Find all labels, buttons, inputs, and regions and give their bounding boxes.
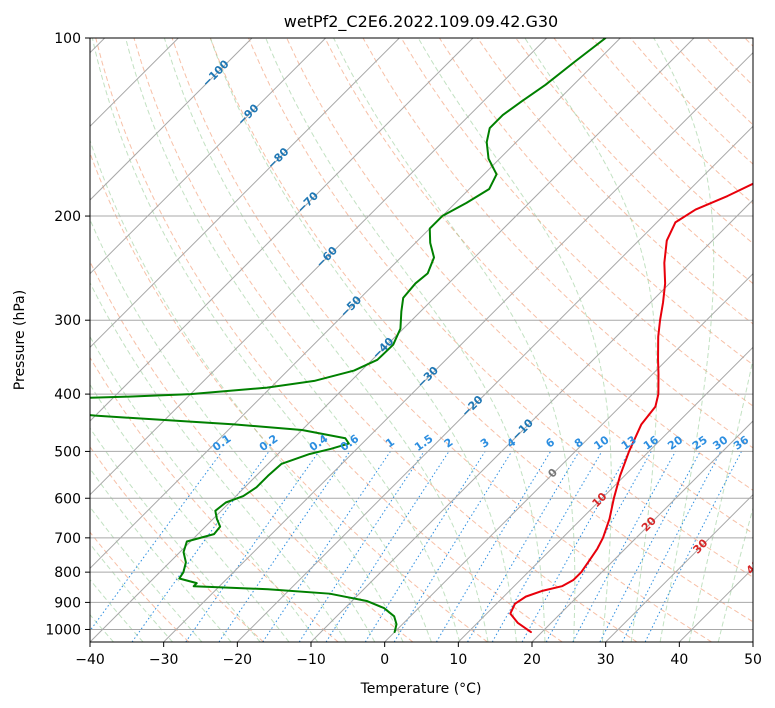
- isotherm-line: [90, 38, 400, 349]
- chart-title: wetPf2_C2E6.2022.109.09.42.G30: [284, 12, 558, 32]
- mixing-ratio-line: [644, 451, 742, 642]
- isotherm-line: [236, 125, 753, 642]
- isotherm-line: [457, 346, 753, 642]
- x-tick-label: 30: [597, 652, 615, 668]
- mixing-ratio-lines: [90, 451, 742, 642]
- y-tick-label: 600: [54, 491, 81, 507]
- dry-adiabat-line: [248, 38, 753, 578]
- isotherm-line: [90, 38, 253, 201]
- y-tick-label: 400: [54, 387, 81, 403]
- y-tick-label: 200: [54, 209, 81, 225]
- isotherm-line: [90, 38, 327, 275]
- x-tick-label: −20: [223, 652, 253, 668]
- plot-frame: [89, 37, 754, 643]
- mixing-ratio-line: [298, 451, 425, 642]
- mixing-ratio-line: [262, 451, 391, 642]
- dry-adiabat-line: [90, 356, 339, 642]
- moist-adiabat-line: [688, 357, 753, 642]
- mixing-ratio-line: [545, 451, 652, 642]
- y-tick-label: 800: [54, 565, 81, 581]
- moist-adiabat-label: 40: [744, 557, 764, 577]
- moist-adiabat-line: [653, 38, 715, 642]
- y-tick-label: 1000: [45, 622, 81, 638]
- moist-adiabat-line: [163, 38, 489, 642]
- isotherm-line: [163, 51, 753, 642]
- dry-adiabat-line: [400, 38, 753, 407]
- dry-adiabat-line: [90, 151, 488, 642]
- x-tick-label: 50: [744, 652, 762, 668]
- moist-adiabat-line: [90, 138, 404, 642]
- isotherm-line: [90, 38, 474, 422]
- y-tick-label: 700: [54, 531, 81, 547]
- dry-adiabat-line: [171, 38, 712, 642]
- temperature-profile-line: [509, 182, 753, 634]
- y-axis: 100 200 300 400 500 600 700 800 900 1000: [45, 31, 90, 638]
- dewpoint-profile-line: [90, 38, 607, 634]
- moist-adiabats: [90, 38, 753, 642]
- dry-adiabat-line: [515, 38, 753, 285]
- dry-adiabat-line: [438, 38, 753, 366]
- x-axis: −40 −30 −20 −10 0 10 20 30 40 50: [75, 642, 762, 668]
- y-tick-label: 100: [54, 31, 81, 47]
- y-tick-label: 900: [54, 595, 81, 611]
- moist-adiabat-line: [91, 38, 432, 642]
- x-tick-label: 20: [523, 652, 541, 668]
- moist-adiabat-line: [524, 38, 658, 642]
- isotherm-line: [90, 38, 621, 570]
- x-tick-label: −40: [75, 652, 105, 668]
- y-axis-label: Pressure (hPa): [12, 290, 28, 390]
- moist-adiabat-line: [125, 38, 461, 642]
- pressure-grid: [90, 38, 753, 630]
- moist-adiabat-line: [333, 38, 576, 642]
- dry-adiabat-line: [90, 445, 264, 642]
- dry-adiabat-line: [324, 38, 753, 491]
- x-tick-label: −10: [296, 652, 326, 668]
- x-tick-label: 0: [380, 652, 389, 668]
- isotherm-grid: [90, 38, 753, 642]
- y-tick-label: 300: [54, 313, 81, 329]
- mixing-ratio-line: [521, 451, 630, 642]
- mixing-ratio-line: [218, 451, 351, 642]
- mixing-ratio-line: [325, 451, 450, 642]
- x-tick-label: 40: [670, 652, 688, 668]
- mixing-ratio-line: [572, 451, 676, 642]
- moist-adiabat-line: [90, 281, 347, 642]
- dry-adiabat-line: [95, 38, 563, 642]
- mixing-ratio-line: [90, 451, 223, 632]
- dry-adiabat-line: [90, 531, 190, 642]
- x-axis-label: Temperature (°C): [360, 681, 482, 697]
- isotherm-line: [310, 199, 753, 642]
- isotherm-line: [531, 420, 753, 642]
- moist-adiabat-line: [265, 38, 546, 642]
- mixing-ratio-line: [621, 451, 722, 642]
- mixing-ratio-line: [393, 451, 513, 642]
- x-tick-label: −30: [149, 652, 179, 668]
- dry-adiabat-line: [209, 38, 753, 623]
- isotherm-line: [605, 493, 753, 642]
- y-tick-label: 500: [54, 444, 81, 460]
- isotherm-line: [384, 272, 753, 642]
- isotherm-line: [90, 38, 548, 496]
- sounding-profiles: [90, 38, 753, 634]
- x-tick-label: 10: [449, 652, 467, 668]
- dry-adiabat-line: [133, 38, 638, 642]
- mixing-ratio-line: [185, 451, 320, 642]
